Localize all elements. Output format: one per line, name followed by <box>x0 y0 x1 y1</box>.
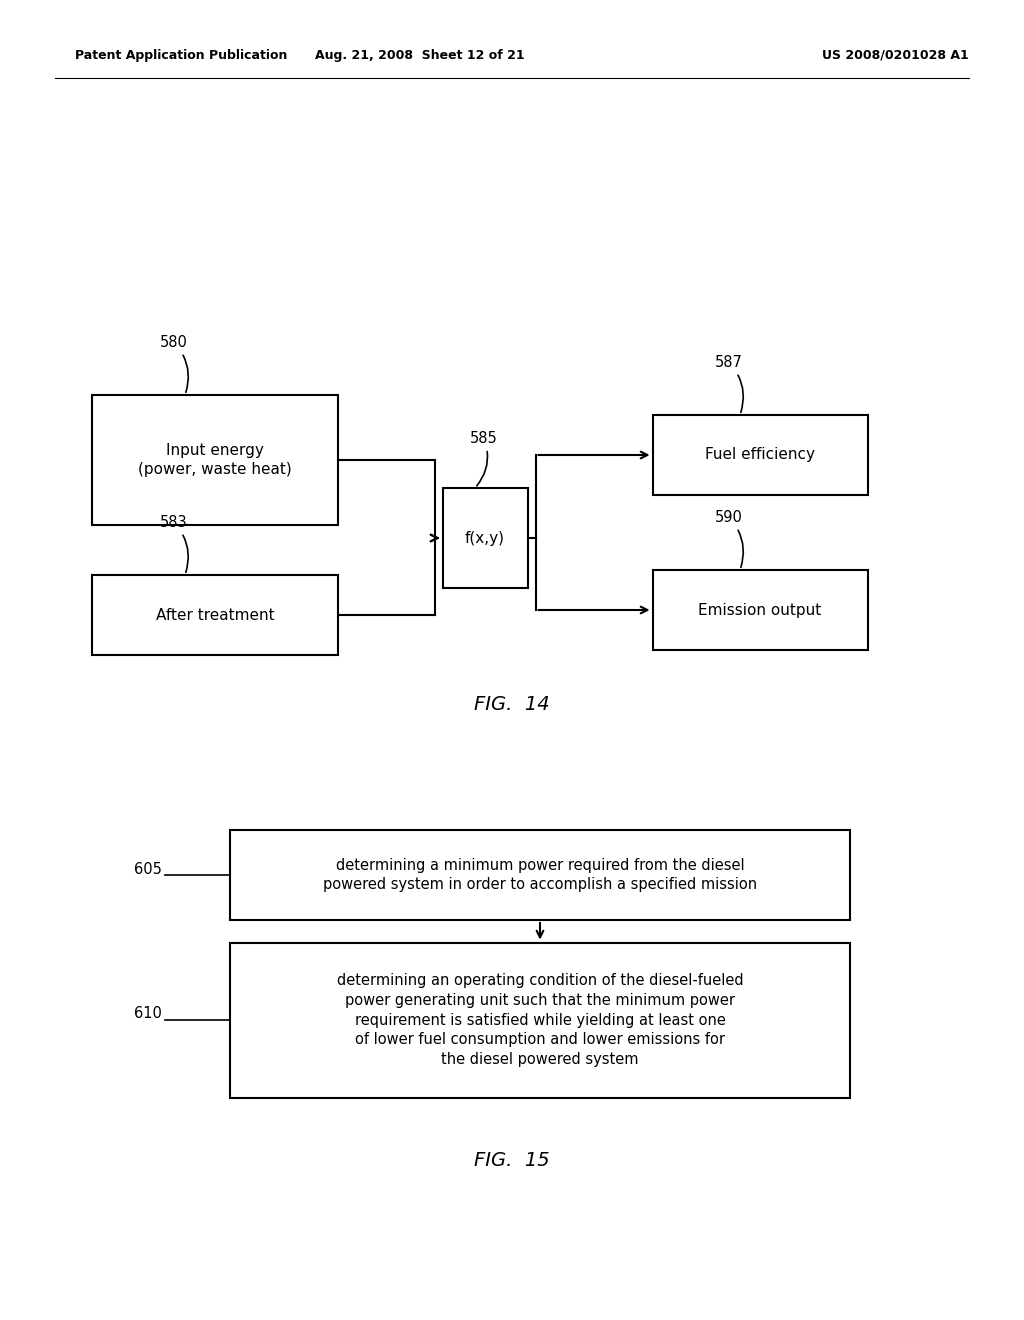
Text: Emission output: Emission output <box>698 602 821 618</box>
Text: FIG.  15: FIG. 15 <box>474 1151 550 1170</box>
Text: 587: 587 <box>715 355 743 412</box>
Text: determining an operating condition of the diesel-fueled
power generating unit su: determining an operating condition of th… <box>337 973 743 1067</box>
Bar <box>652 414 867 495</box>
Text: Patent Application Publication: Patent Application Publication <box>75 49 288 62</box>
Text: 605: 605 <box>134 862 162 876</box>
Text: After treatment: After treatment <box>156 607 274 623</box>
Bar <box>92 395 338 525</box>
Bar <box>230 830 850 920</box>
Bar <box>442 488 527 587</box>
Text: Fuel efficiency: Fuel efficiency <box>705 447 815 462</box>
Text: 590: 590 <box>715 510 743 568</box>
Bar <box>92 576 338 655</box>
Text: 583: 583 <box>160 515 188 573</box>
Text: determining a minimum power required from the diesel
powered system in order to : determining a minimum power required fro… <box>323 858 757 892</box>
Text: 585: 585 <box>470 432 498 486</box>
Text: 610: 610 <box>134 1006 162 1022</box>
Text: US 2008/0201028 A1: US 2008/0201028 A1 <box>822 49 969 62</box>
Text: FIG.  14: FIG. 14 <box>474 696 550 714</box>
Text: 580: 580 <box>160 335 188 392</box>
Bar <box>652 570 867 649</box>
Text: f(x,y): f(x,y) <box>465 531 505 545</box>
Text: Input energy
(power, waste heat): Input energy (power, waste heat) <box>138 442 292 478</box>
Text: Aug. 21, 2008  Sheet 12 of 21: Aug. 21, 2008 Sheet 12 of 21 <box>315 49 525 62</box>
Bar <box>230 942 850 1097</box>
